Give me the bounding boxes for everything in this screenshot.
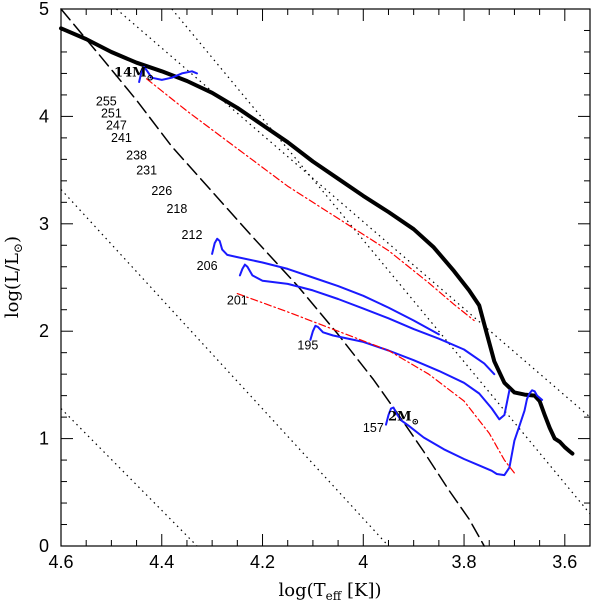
track-label: 157 [363,421,384,435]
x-tick-label: 4.4 [149,552,174,572]
reference-diagonal-2 [172,9,590,514]
axis-ticks: 4.6 4.4 4.2 4 3.8 3.6 0 1 2 3 4 5 [39,0,590,572]
track-label: 195 [297,338,318,352]
track-label: 212 [182,228,203,242]
series-8 [147,79,475,321]
mass-label: 2M⊙ [388,409,419,427]
track-label: 241 [111,131,132,145]
x-axis-label: log(Teff [K]) [278,580,381,603]
y-tick-label: 3 [39,214,49,234]
track-label: 231 [136,163,157,177]
x-tick-label: 4.6 [48,552,73,572]
reference-diagonal-4 [61,409,197,546]
y-tick-label: 4 [39,106,49,126]
x-tick-label: 3.6 [552,552,577,572]
y-tick-label: 5 [39,0,49,19]
x-tick-label: 4 [358,552,368,572]
track-label: 238 [126,148,147,162]
series-4 [310,326,509,420]
y-tick-label: 1 [39,429,49,449]
reference-diagonal-3 [61,189,388,546]
y-tick-label: 0 [39,536,49,556]
track-label: 226 [151,184,172,198]
track-label: 206 [197,259,218,273]
series-1 [61,9,484,546]
series-5 [240,265,494,375]
reference-diagonal-1 [116,9,590,417]
track-label: 218 [166,202,187,216]
y-tick-label: 2 [39,321,49,341]
x-tick-label: 3.8 [452,552,477,572]
y-axis-label: log(L/L⊙) [2,236,25,318]
track-layer [61,9,572,546]
series-2 [61,28,572,453]
x-tick-label: 4.2 [250,552,275,572]
hr-diagram: 4.6 4.4 4.2 4 3.8 3.6012345 25525124724123823… [0,0,600,608]
series-3 [386,390,542,475]
track-label: 201 [227,293,248,307]
